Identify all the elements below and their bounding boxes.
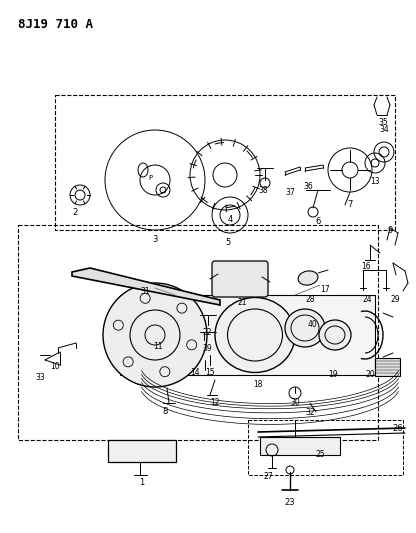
Text: 31: 31 (140, 287, 150, 296)
Text: 12: 12 (210, 398, 220, 407)
Text: 36: 36 (303, 182, 313, 191)
Text: 10: 10 (50, 362, 60, 371)
Text: 37: 37 (285, 188, 295, 197)
Text: 27: 27 (263, 472, 273, 481)
FancyBboxPatch shape (260, 437, 340, 455)
Text: 6: 6 (315, 217, 321, 226)
Text: 8: 8 (162, 407, 168, 416)
Text: 8J19 710 A: 8J19 710 A (18, 18, 93, 31)
Text: 28: 28 (305, 295, 315, 304)
Text: 16: 16 (361, 262, 371, 271)
Text: 24: 24 (362, 295, 372, 304)
FancyBboxPatch shape (108, 440, 176, 462)
Text: 30: 30 (290, 398, 300, 407)
Text: 5: 5 (225, 238, 230, 247)
Text: 29: 29 (390, 295, 400, 304)
Ellipse shape (285, 309, 325, 347)
Text: 4: 4 (228, 215, 233, 224)
Ellipse shape (298, 271, 318, 285)
Ellipse shape (215, 297, 295, 373)
Text: 1: 1 (139, 478, 145, 487)
Text: 15: 15 (205, 368, 215, 377)
Text: 40: 40 (307, 320, 317, 329)
Text: 39: 39 (202, 344, 212, 353)
Text: 35: 35 (378, 118, 388, 127)
Text: P: P (148, 175, 152, 181)
Polygon shape (72, 268, 220, 305)
Text: 21: 21 (237, 298, 247, 307)
Text: 26: 26 (393, 424, 404, 433)
Text: 3: 3 (152, 235, 158, 244)
Polygon shape (120, 295, 375, 375)
Text: 13: 13 (370, 177, 380, 186)
Circle shape (103, 283, 207, 387)
Text: 11: 11 (153, 342, 163, 351)
Text: 2: 2 (72, 208, 78, 217)
Text: 14: 14 (190, 368, 200, 377)
Text: 34: 34 (379, 125, 389, 134)
FancyBboxPatch shape (212, 261, 268, 297)
Text: 23: 23 (285, 498, 295, 507)
Ellipse shape (319, 320, 351, 350)
Text: 20: 20 (365, 370, 375, 379)
Text: 17: 17 (320, 285, 330, 294)
Text: 32: 32 (305, 408, 315, 417)
Text: 19: 19 (328, 370, 338, 379)
Text: 22: 22 (202, 328, 212, 337)
Text: 25: 25 (315, 450, 325, 459)
Text: 9: 9 (387, 226, 393, 235)
FancyBboxPatch shape (375, 358, 400, 376)
Text: 38: 38 (258, 186, 268, 195)
Text: 18: 18 (253, 380, 263, 389)
Text: 33: 33 (35, 373, 45, 382)
Text: 7: 7 (347, 200, 353, 209)
